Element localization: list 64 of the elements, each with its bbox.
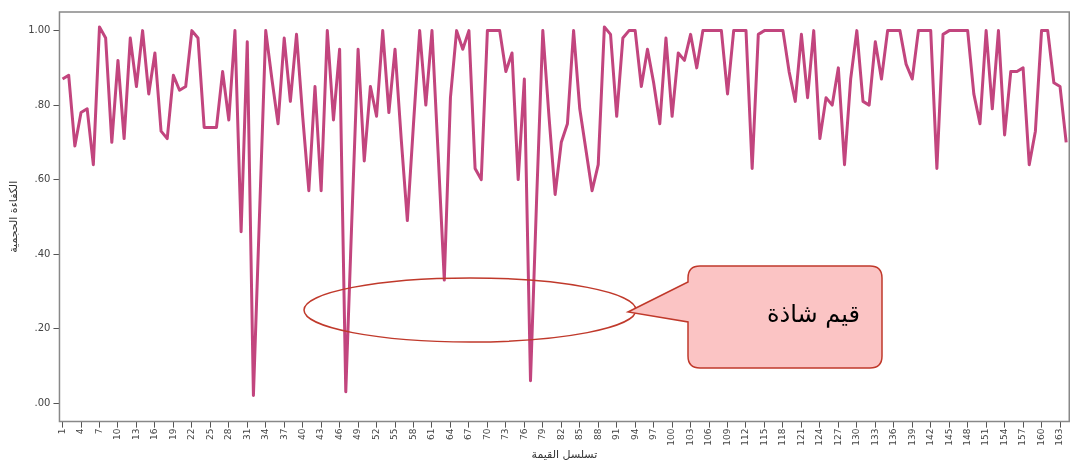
x-axis-title: تسلسل القيمة [531,448,598,462]
x-tick-label: 127 [832,428,843,446]
y-tick-label: .80 [34,98,51,110]
x-tick-label: 133 [869,428,880,446]
y-tick-label: .00 [34,396,51,408]
x-tick-label: 157 [1017,428,1028,446]
x-tick-label: 34 [260,428,271,441]
x-tick-label: 151 [980,428,991,446]
x-tick-label: 145 [943,428,954,446]
x-tick-label: 31 [241,428,252,441]
x-tick-label: 97 [647,428,658,441]
x-tick-label: 91 [611,428,622,441]
x-tick-label: 67 [463,428,474,441]
x-tick-label: 79 [537,428,548,441]
x-tick-label: 163 [1054,428,1065,446]
x-tick-label: 82 [555,428,566,441]
x-tick-label: 46 [333,428,344,441]
y-tick-label: .40 [34,247,51,259]
x-tick-label: 1 [56,428,67,435]
x-tick-label: 70 [481,428,492,441]
x-tick-label: 13 [130,428,141,441]
x-tick-label: 25 [204,428,215,441]
x-tick-label: 49 [352,428,363,441]
x-tick-label: 88 [592,428,603,441]
x-tick-label: 103 [684,428,695,446]
y-tick-label: .60 [34,173,51,185]
x-tick-label: 121 [795,428,806,446]
x-tick-label: 40 [297,428,308,441]
x-tick-label: 4 [75,428,86,435]
x-tick-label: 106 [703,428,714,446]
annotation: قيم شاذة [767,300,860,328]
x-tick-label: 55 [389,428,400,441]
x-tick-label: 118 [777,428,788,446]
x-tick-label: 43 [315,428,326,441]
x-tick-label: 124 [814,428,825,446]
x-tick-label: 142 [925,428,936,446]
x-tick-label: 139 [906,428,917,446]
x-tick-label: 16 [149,428,160,441]
x-tick-label: 22 [186,428,197,441]
x-tick-label: 130 [851,428,862,446]
x-tick-label: 52 [370,428,381,441]
x-tick-label: 10 [112,428,123,441]
x-tick-label: 19 [167,428,178,441]
x-tick-label: 73 [500,428,511,441]
x-tick-label: 61 [426,428,437,441]
x-tick-label: 28 [223,428,234,441]
x-tick-label: 112 [740,428,751,446]
x-tick-label: 154 [998,428,1009,446]
y-tick-label: .20 [34,322,51,334]
x-tick-label: 76 [518,428,529,441]
y-tick-label: 1.00 [28,24,51,36]
x-tick-label: 109 [721,428,732,446]
x-tick-label: 7 [93,428,104,435]
x-tick-label: 100 [666,428,677,446]
x-tick-label: 58 [407,428,418,441]
x-tick-label: 160 [1035,428,1046,446]
x-tick-label: 115 [758,428,769,446]
x-tick-label: 64 [444,428,455,441]
x-tick-label: 37 [278,428,289,441]
x-tick-label: 136 [888,428,899,446]
x-tick-label: 148 [962,428,972,446]
y-axis-title: الكفاءة الحجمية [7,180,21,253]
x-tick-label: 94 [629,428,640,441]
x-tick-label: 85 [574,428,585,441]
